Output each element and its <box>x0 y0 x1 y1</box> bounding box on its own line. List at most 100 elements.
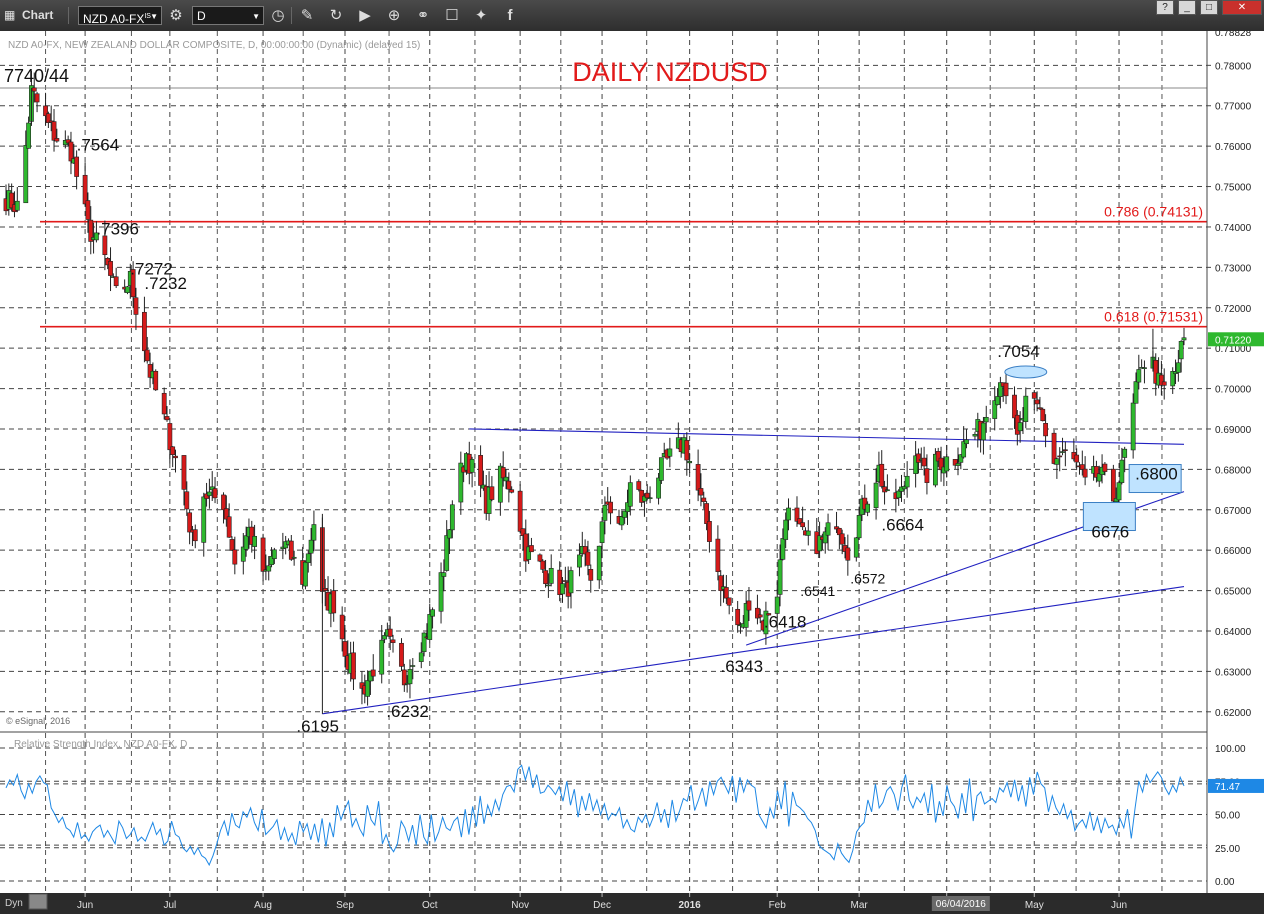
comment-icon[interactable]: ☐ <box>445 7 459 24</box>
candle-body <box>249 526 255 545</box>
last-price-marker <box>1208 332 1264 347</box>
high-highlight <box>1004 365 1048 379</box>
candle-body <box>93 232 99 241</box>
interval-select[interactable]: D ▼ <box>192 6 264 25</box>
candle-body <box>478 455 483 486</box>
candle-body <box>836 527 842 536</box>
interval-value: D <box>197 9 206 23</box>
candle-body <box>503 476 509 482</box>
candle-body <box>1003 382 1009 397</box>
rsi-tick-label: 50.00 <box>1215 811 1240 822</box>
candle-body <box>226 516 232 538</box>
candle-body <box>548 568 554 584</box>
candle-body <box>51 121 57 141</box>
candle-body <box>506 480 512 490</box>
candle-body <box>31 87 37 92</box>
play-icon[interactable]: ▶ <box>359 7 371 24</box>
price-tick-label: 0.63000 <box>1215 667 1252 678</box>
copyright-label: © eSignal, 2016 <box>6 716 70 726</box>
candle-body <box>622 510 628 518</box>
candle-body <box>545 584 551 587</box>
candle-body <box>173 455 178 459</box>
candle-body <box>243 535 249 550</box>
pencil-icon[interactable]: ✎ <box>300 7 314 24</box>
cycle-icon[interactable]: ↻ <box>329 7 343 24</box>
candle-body <box>568 570 574 594</box>
candle-body <box>715 538 721 572</box>
dyn-scroll-button[interactable] <box>28 893 48 910</box>
candle-body <box>562 580 568 582</box>
time-tick-label: Oct <box>422 900 438 911</box>
time-tick-label: Mar <box>851 900 869 911</box>
candle-body <box>766 613 772 616</box>
candle-body <box>701 497 707 502</box>
price-tick-label: 0.71000 <box>1215 344 1252 355</box>
toolbar-separator <box>68 7 69 24</box>
minimize-button[interactable]: _ <box>1178 0 1196 15</box>
candle-body <box>981 422 986 441</box>
candle-body <box>774 596 780 614</box>
candle-body <box>399 642 404 667</box>
candle-body <box>783 519 789 540</box>
price-tick-label: 0.65000 <box>1215 587 1252 598</box>
candle-body <box>351 652 356 680</box>
interval-dropdown-icon[interactable]: ▼ <box>252 12 260 21</box>
candle-body <box>602 504 608 521</box>
help-button[interactable]: ? <box>1156 0 1174 15</box>
candle-body <box>921 457 927 467</box>
candle-body <box>1161 381 1167 386</box>
symbol-input[interactable]: NZD A0-FXIS ▼ <box>78 6 162 26</box>
price-annotation: .6418 <box>764 613 807 632</box>
price-tick-label: 0.72000 <box>1215 304 1252 315</box>
candle-body <box>187 512 193 533</box>
candle-body <box>560 583 565 595</box>
candle-body <box>992 400 998 419</box>
candle-body <box>271 549 277 560</box>
candle-body <box>125 286 130 293</box>
zoom-icon[interactable]: ⊕ <box>387 7 401 24</box>
candle-body <box>786 507 791 521</box>
candle-body <box>497 465 503 503</box>
maximize-button[interactable]: □ <box>1200 0 1218 15</box>
candle-body <box>938 457 944 471</box>
rsi-tick-label: 0.00 <box>1215 877 1235 888</box>
candle-body <box>1110 468 1116 502</box>
candle-body <box>707 521 712 542</box>
dropdown-arrow-icon[interactable]: ▼ <box>150 12 158 21</box>
candle-body <box>500 467 506 479</box>
candle-body <box>469 459 475 473</box>
candle-body <box>899 486 904 492</box>
candle-body <box>308 539 314 554</box>
candle-body <box>862 497 868 510</box>
price-annotation: .7396 <box>96 220 139 239</box>
link-icon[interactable]: ⚭ <box>416 7 430 24</box>
candle-body <box>303 561 308 587</box>
candle-body <box>723 587 729 599</box>
chart-background <box>0 31 1264 914</box>
candle-body <box>1136 369 1142 383</box>
twitter-icon[interactable]: ✦ <box>474 7 488 24</box>
candle-body <box>1122 448 1128 458</box>
price-tick-label: 0.69000 <box>1215 425 1252 436</box>
candle-body <box>834 526 839 530</box>
time-tick-label: Aug <box>254 900 272 911</box>
facebook-icon[interactable]: f <box>507 7 513 24</box>
candle-body <box>1133 381 1139 404</box>
candle-body <box>438 572 444 612</box>
rsi-last-marker <box>1208 778 1264 793</box>
candlestick-series <box>3 70 1187 714</box>
candle-body <box>995 396 1000 405</box>
clock-icon[interactable]: ◷ <box>271 7 285 24</box>
time-axis-band <box>0 893 1264 914</box>
candle-body <box>794 507 800 522</box>
toolbar-separator <box>291 7 292 24</box>
candle-body <box>449 504 455 531</box>
settings-icon[interactable]: ⚙ <box>169 7 183 24</box>
candle-body <box>695 464 701 491</box>
close-button[interactable]: ✕ <box>1222 0 1262 15</box>
support-highlight-box <box>1128 464 1182 494</box>
candle-body <box>797 518 803 525</box>
candle-body <box>269 556 274 565</box>
price-axis-panel <box>1207 31 1264 914</box>
candle-body <box>68 141 74 162</box>
